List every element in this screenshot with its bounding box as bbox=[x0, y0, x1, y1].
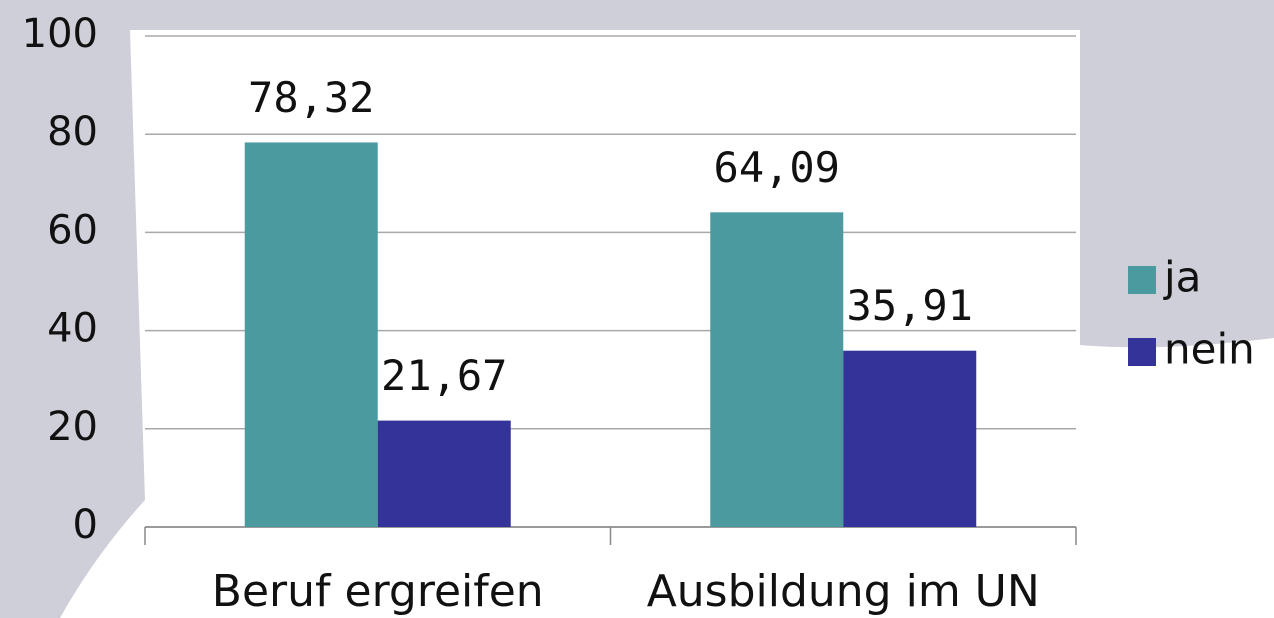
value-label: 64,09 bbox=[714, 143, 840, 192]
bar bbox=[843, 350, 977, 527]
y-tick-label: 60 bbox=[47, 207, 98, 253]
y-tick-label: 80 bbox=[47, 109, 98, 155]
x-tick-label: Beruf ergreifen bbox=[212, 566, 544, 617]
value-label: 35,91 bbox=[847, 281, 973, 330]
value-label: 78,32 bbox=[248, 73, 374, 122]
legend-swatch bbox=[1128, 266, 1156, 294]
legend-swatch bbox=[1128, 338, 1156, 366]
bar bbox=[377, 420, 511, 527]
x-tick-label: Ausbildung im UN bbox=[647, 566, 1040, 617]
legend-label: nein bbox=[1164, 325, 1255, 374]
y-tick-label: 40 bbox=[47, 306, 98, 352]
legend-label: ja bbox=[1163, 253, 1201, 302]
y-tick-label: 100 bbox=[22, 11, 98, 57]
y-tick-label: 0 bbox=[73, 502, 98, 548]
value-label: 21,67 bbox=[381, 351, 507, 400]
bar bbox=[710, 212, 844, 527]
bar bbox=[244, 142, 378, 528]
y-tick-label: 20 bbox=[47, 404, 98, 450]
background-panel bbox=[60, 30, 1274, 618]
